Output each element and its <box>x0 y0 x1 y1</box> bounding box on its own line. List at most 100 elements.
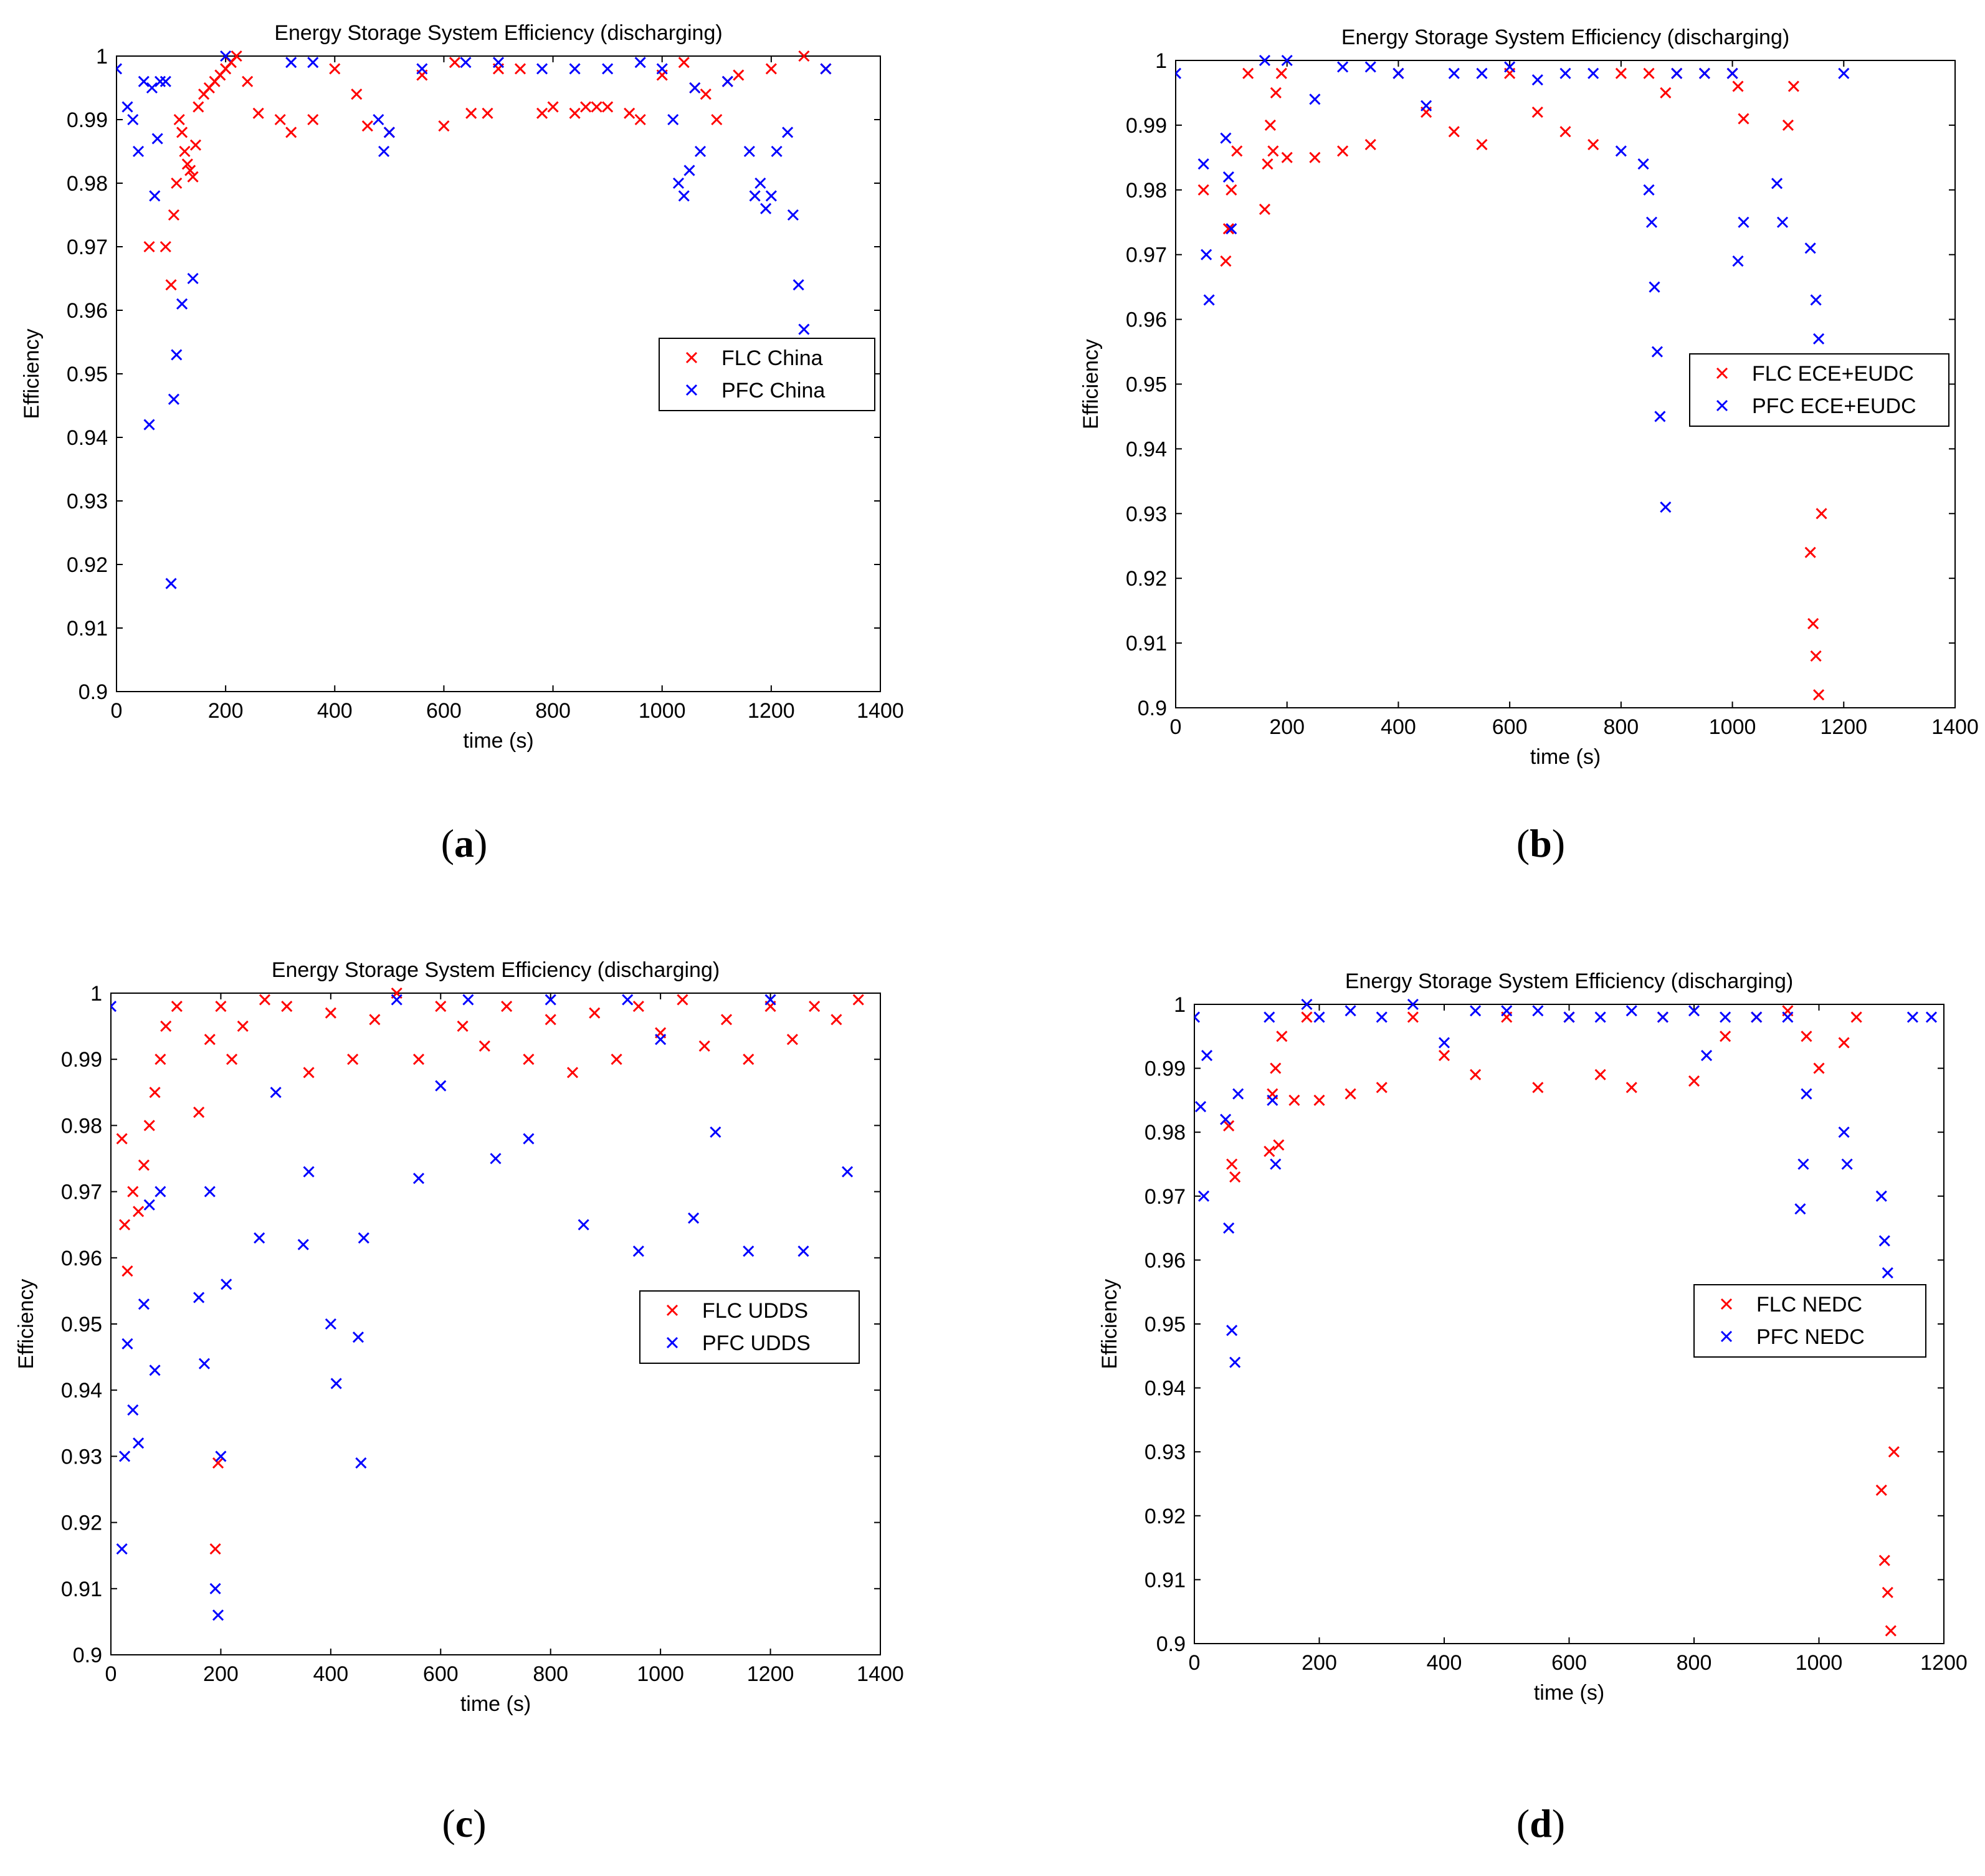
data-point <box>1229 1356 1241 1368</box>
data-point <box>1531 107 1543 118</box>
data-point <box>578 1219 589 1231</box>
data-point <box>1276 1031 1288 1042</box>
y-tick-label: 0.98 <box>1145 1121 1186 1145</box>
data-point <box>820 63 832 75</box>
data-point <box>743 145 755 158</box>
data-point <box>1782 119 1794 131</box>
data-point <box>121 1265 133 1277</box>
data-point <box>514 63 526 75</box>
data-point <box>209 1583 221 1594</box>
data-point <box>787 209 799 221</box>
x-tick-label: 600 <box>1551 1651 1587 1675</box>
data-point <box>285 126 297 138</box>
data-point <box>165 578 177 589</box>
series-pfc <box>117 50 832 589</box>
data-point <box>159 75 171 87</box>
data-point <box>1231 145 1243 157</box>
data-point <box>355 1457 367 1469</box>
data-point <box>634 113 646 126</box>
data-point <box>677 994 688 1006</box>
panel-caption: (c) <box>442 1801 486 1845</box>
y-tick-label: 0.93 <box>1126 502 1167 526</box>
data-point <box>536 63 548 75</box>
data-point <box>204 1186 216 1197</box>
data-point <box>1226 1325 1238 1336</box>
data-point <box>1476 67 1488 79</box>
data-point <box>1732 255 1744 267</box>
data-point <box>1875 1484 1887 1496</box>
data-point <box>632 1245 644 1257</box>
data-point <box>1438 1037 1450 1049</box>
data-point <box>412 1173 425 1184</box>
data-point <box>143 240 155 253</box>
y-tick-label: 1 <box>96 45 108 69</box>
data-point <box>1264 119 1276 131</box>
data-point <box>138 75 150 87</box>
series-pfc <box>111 994 854 1621</box>
data-point <box>1197 184 1209 196</box>
data-point <box>678 57 690 69</box>
data-point <box>1841 1158 1853 1170</box>
data-point <box>242 75 254 87</box>
data-point <box>771 145 783 158</box>
data-point <box>1220 132 1232 144</box>
data-point <box>303 1067 315 1078</box>
data-point <box>634 57 646 69</box>
data-point <box>435 1001 447 1012</box>
data-point <box>501 1001 513 1012</box>
x-tick-label: 1400 <box>1931 715 1979 739</box>
y-tick-label: 0.97 <box>67 236 108 259</box>
data-point <box>1470 1069 1482 1080</box>
data-point <box>1197 1190 1210 1202</box>
y-tick-label: 0.98 <box>67 172 108 196</box>
data-point <box>1801 1031 1812 1042</box>
data-point <box>132 145 145 158</box>
data-point <box>754 177 766 189</box>
data-point <box>786 1034 798 1045</box>
x-tick-label: 1400 <box>857 699 904 723</box>
data-point <box>159 240 171 253</box>
data-point <box>155 1186 166 1197</box>
data-point <box>1813 1062 1825 1074</box>
data-point <box>1313 1011 1325 1023</box>
legend-marker <box>666 1304 678 1317</box>
data-point <box>1203 294 1215 306</box>
data-point <box>672 177 685 189</box>
data-point <box>274 113 286 126</box>
y-axis-label: Efficiency <box>14 1279 38 1369</box>
data-point <box>1882 1586 1893 1598</box>
y-tick-label: 0.93 <box>67 490 108 513</box>
data-point <box>733 69 745 81</box>
data-point <box>1838 1037 1850 1049</box>
data-point <box>1776 216 1789 228</box>
x-tick-label: 1000 <box>1709 715 1756 739</box>
data-point <box>831 1014 842 1026</box>
data-point <box>1197 158 1209 170</box>
x-tick-label: 1000 <box>637 1662 684 1686</box>
data-point <box>449 57 461 69</box>
data-point <box>1229 1171 1241 1183</box>
y-tick-label: 0.95 <box>67 363 108 386</box>
data-point <box>1688 1005 1700 1017</box>
data-point <box>1654 411 1666 422</box>
data-point <box>1176 67 1182 79</box>
data-point <box>307 57 319 69</box>
data-point <box>688 1212 700 1224</box>
data-point <box>462 994 474 1006</box>
series-pfc <box>1176 54 1850 513</box>
legend-label: PFC China <box>721 379 825 402</box>
data-point <box>1267 145 1279 157</box>
data-point <box>1660 501 1672 513</box>
data-point <box>160 1021 172 1032</box>
data-point <box>1313 1094 1325 1106</box>
data-point <box>1813 689 1825 701</box>
data-point <box>1226 223 1237 235</box>
data-point <box>1201 249 1212 260</box>
data-point <box>329 63 341 75</box>
data-point <box>1875 1190 1887 1202</box>
data-point <box>523 1054 535 1065</box>
data-point <box>711 113 723 126</box>
x-axis-label: time (s) <box>1534 1681 1604 1705</box>
x-tick-label: 400 <box>313 1662 348 1686</box>
